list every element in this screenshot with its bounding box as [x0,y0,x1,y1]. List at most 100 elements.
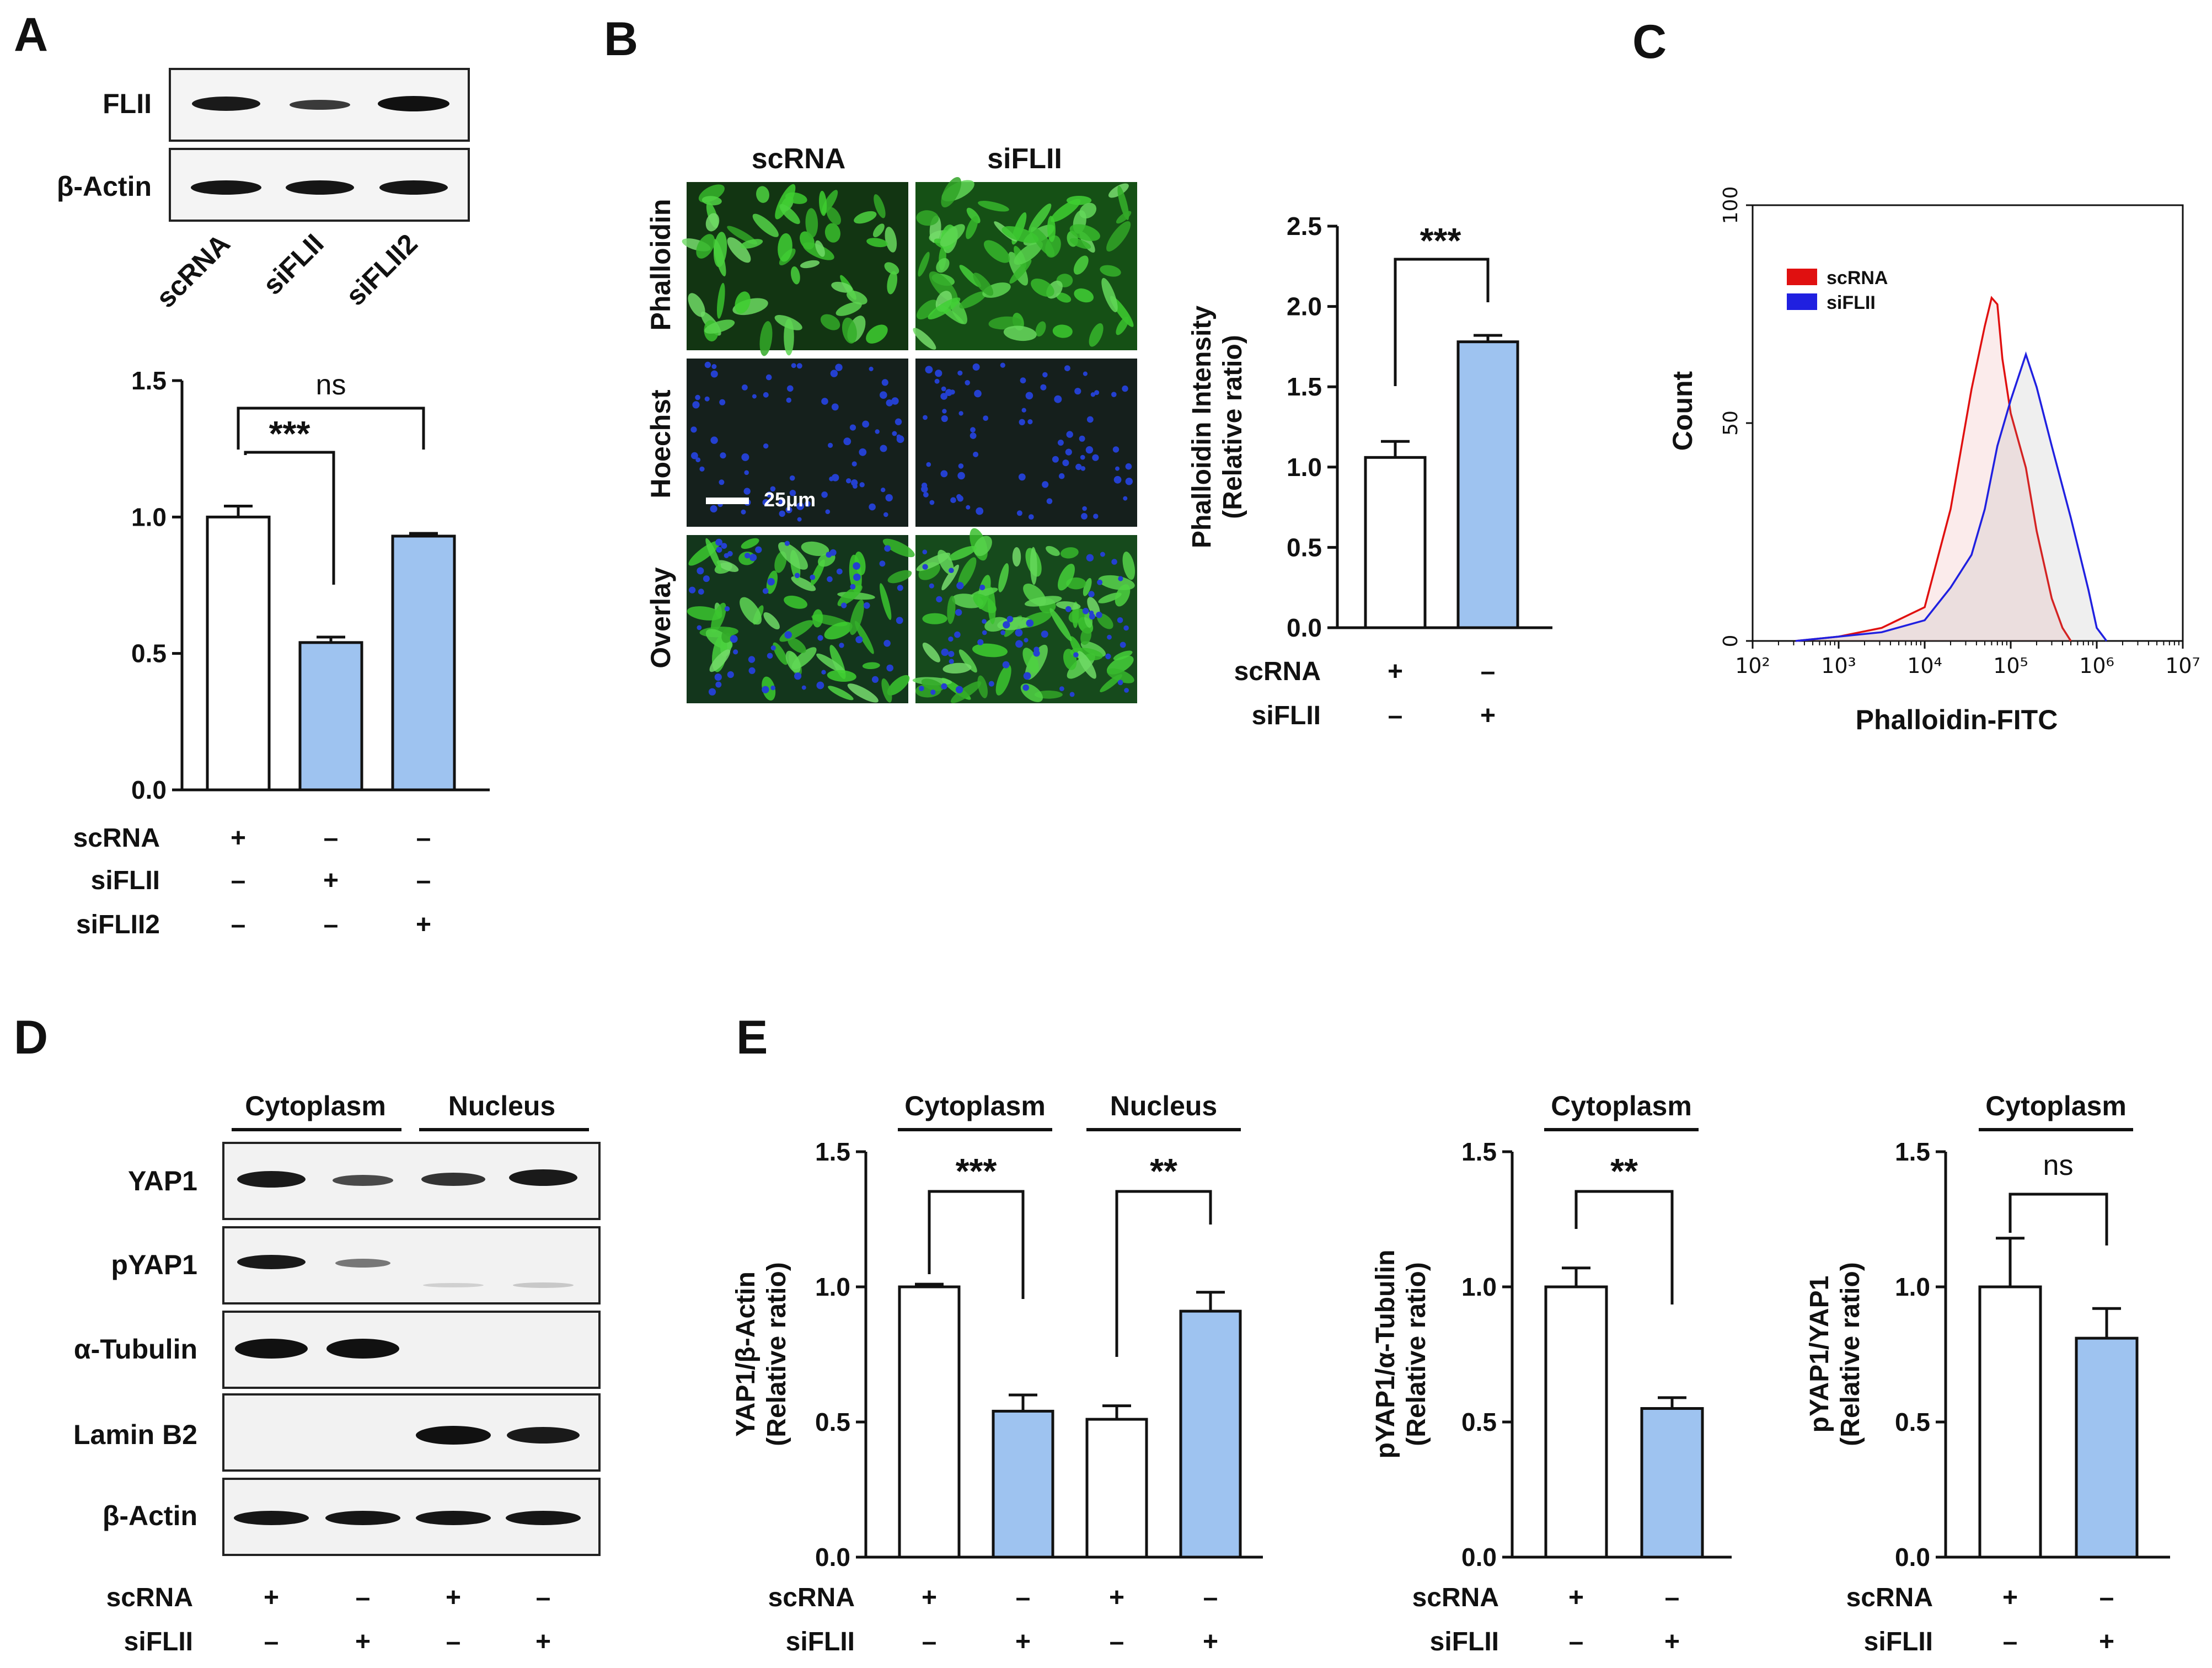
group-label-cytoplasm: Cytoplasm [904,1090,1046,1121]
cond-mark: + [1203,1627,1218,1656]
panel-b-significance: *** [1394,221,1490,386]
cell [1116,316,1129,335]
y-axis-label-line: (Relative ratio) [1836,1262,1865,1446]
cond-mark: – [324,910,339,939]
nucleus [1003,621,1010,629]
nucleus [763,392,769,398]
nucleus [831,403,839,411]
nucleus [1082,506,1087,511]
nucleus [1117,680,1123,686]
cell [1031,227,1055,257]
nucleus [1088,591,1095,597]
nucleus [1107,634,1112,640]
nucleus [763,443,769,449]
cond-mark: + [446,1583,461,1612]
cell [842,317,857,344]
nucleus [1022,684,1029,691]
nucleus [762,686,769,694]
cell [735,291,751,314]
nucleus [1115,466,1120,471]
panel-d-blot: Cytoplasm Nucleus [73,1090,601,1556]
y-tick-label: 0.0 [131,776,167,804]
nucleus [1000,362,1005,368]
x-tick-label: 10² [1735,654,1770,678]
y-tick-label: 1.0 [815,1273,850,1301]
cell [1046,546,1060,556]
nucleus [982,619,987,624]
nucleus [1020,377,1026,384]
sig-label-stars: *** [1420,221,1461,260]
bar [298,641,363,792]
group-label-nucleus: Nucleus [1110,1090,1218,1121]
nucleus [955,609,962,616]
cond-mark: – [1481,657,1496,686]
nucleus [942,409,947,414]
nucleus [719,479,725,485]
nucleus [704,396,710,402]
cond-mark: + [1388,657,1403,686]
nucleus [935,370,942,377]
nucleus [1086,554,1094,562]
nucleus [886,664,893,672]
cell [827,670,856,682]
cell [862,662,880,670]
cell [957,557,977,589]
nucleus [805,501,811,507]
cell [816,653,845,673]
cell [1116,211,1132,224]
y-axis-label: YAP1/β-Actin(Relative ratio) [731,1262,791,1446]
nucleus [1081,513,1088,520]
nucleus [724,606,730,612]
cell [1080,627,1092,645]
blot-label-flii: FLII [103,88,152,119]
cell [866,238,888,248]
cell [1113,650,1133,661]
nucleus [841,602,847,608]
nucleus [710,505,717,513]
y-axis-label: pYAP1/YAP1(Relative ratio) [1805,1262,1865,1446]
nucleus [816,681,824,689]
bar [1640,1407,1704,1559]
nucleus [849,424,856,431]
cell [1056,601,1081,610]
nucleus [770,685,775,691]
y-tick-label: 0.5 [1287,533,1322,562]
nucleus [955,686,963,694]
nucleus [748,667,756,674]
nucleus [744,553,751,559]
cell [948,546,977,561]
panel-b-bar-chart: 0.0 0.5 1.0 1.5 2.0 2.5 Phalloidin Intensity(R… [1187,212,1552,642]
nucleus [1097,579,1103,585]
nucleus [896,434,901,439]
cell [775,184,796,220]
nucleus [828,442,833,448]
nucleus [972,363,980,371]
nucleus [715,681,722,688]
cell [966,216,978,239]
panel-letter-a: A [14,8,48,61]
cell [887,271,898,295]
cell [1101,277,1118,313]
cell [973,536,992,557]
cond-mark: – [2003,1627,2018,1656]
nucleus [966,505,971,510]
y-axis-label-line: pYAP1/YAP1 [1805,1276,1834,1433]
nucleus [1123,625,1129,631]
nucleus [1021,408,1026,413]
cond-mark: + [1109,1583,1124,1612]
cell [995,664,1011,696]
x-tick-label: 10⁵ [1993,654,2028,678]
bar [898,1285,961,1559]
cond-label-siflii: siFLII [1430,1627,1499,1656]
nucleus [948,651,955,657]
cell [716,560,739,572]
nucleus [810,574,816,580]
cond-mark: – [1388,701,1403,730]
nucleus [851,461,857,467]
nucleus [853,562,860,570]
nucleus [1042,372,1048,378]
cell [826,206,841,225]
panel-a-blot: FLII β-Actin scRNA siFLII siFLII2 [57,68,470,314]
cell [959,291,987,309]
sig-label-ns: ns [316,369,346,401]
